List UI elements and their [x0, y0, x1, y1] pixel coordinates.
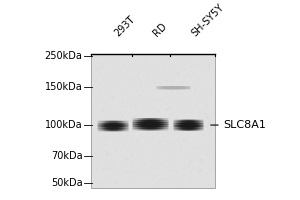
Text: 100kDa: 100kDa [45, 120, 82, 130]
Text: 150kDa: 150kDa [45, 82, 82, 92]
Text: SH-SY5Y: SH-SY5Y [190, 3, 226, 39]
Text: 50kDa: 50kDa [51, 178, 83, 188]
Text: 293T: 293T [113, 14, 137, 39]
Text: SLC8A1: SLC8A1 [211, 120, 267, 130]
Bar [91, 54, 215, 188]
Text: RD: RD [152, 21, 169, 39]
Text: 250kDa: 250kDa [45, 51, 82, 61]
Text: 70kDa: 70kDa [51, 151, 83, 161]
